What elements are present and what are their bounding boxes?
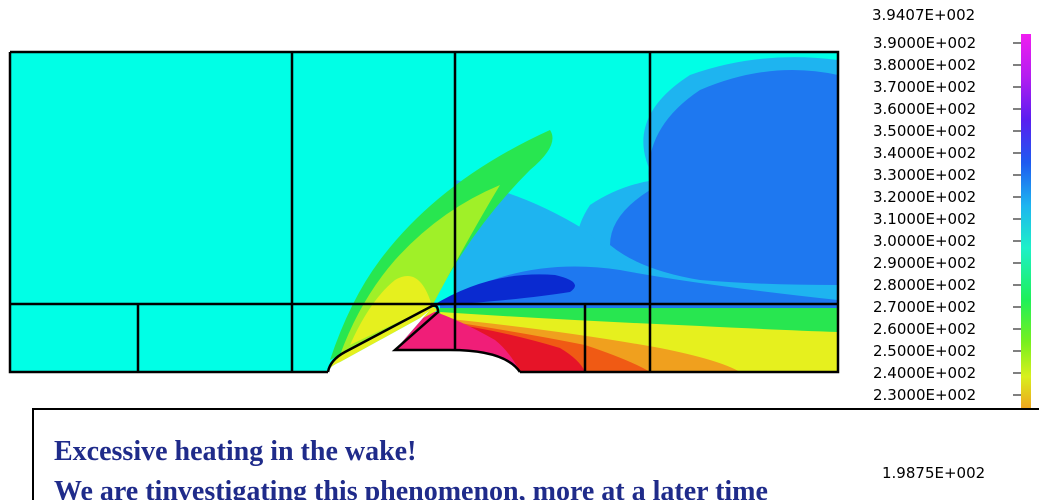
caption-headline: Excessive heating in the wake! <box>54 436 417 467</box>
legend-tick-label: 3.6000E+002 <box>873 100 977 118</box>
caption-box: Excessive heating in the wake! We are ti… <box>32 408 1039 500</box>
legend-min-label: 1.9875E+002 <box>882 464 986 482</box>
legend-tick-label: 2.5000E+002 <box>873 342 977 360</box>
legend-tick-label: 2.3000E+002 <box>873 386 977 404</box>
legend-max-label: 3.9407E+002 <box>872 6 976 24</box>
legend-tick-label: 3.5000E+002 <box>873 122 977 140</box>
legend-tick-label: 2.9000E+002 <box>873 254 977 272</box>
legend-colorbar <box>1021 34 1031 462</box>
legend-tick-label: 3.7000E+002 <box>873 78 977 96</box>
legend-tick-label: 3.3000E+002 <box>873 166 977 184</box>
caption-subline: We are tinvestigating this phenomenon, m… <box>54 476 768 500</box>
legend-tick-label: 3.0000E+002 <box>873 232 977 250</box>
contour-field <box>10 52 838 372</box>
legend-tick-label: 3.9000E+002 <box>873 34 977 52</box>
contour-plot <box>8 34 1031 462</box>
legend-tick-label: 3.1000E+002 <box>873 210 977 228</box>
mesh-blocks <box>8 50 840 374</box>
legend-tick-label: 2.7000E+002 <box>873 298 977 316</box>
legend-tick-label: 3.2000E+002 <box>873 188 977 206</box>
legend-tick-label: 2.6000E+002 <box>873 320 977 338</box>
legend-tick-label: 3.8000E+002 <box>873 56 977 74</box>
legend-tick-label: 3.4000E+002 <box>873 144 977 162</box>
legend-tick-label: 2.8000E+002 <box>873 276 977 294</box>
legend-tick-label: 2.4000E+002 <box>873 364 977 382</box>
